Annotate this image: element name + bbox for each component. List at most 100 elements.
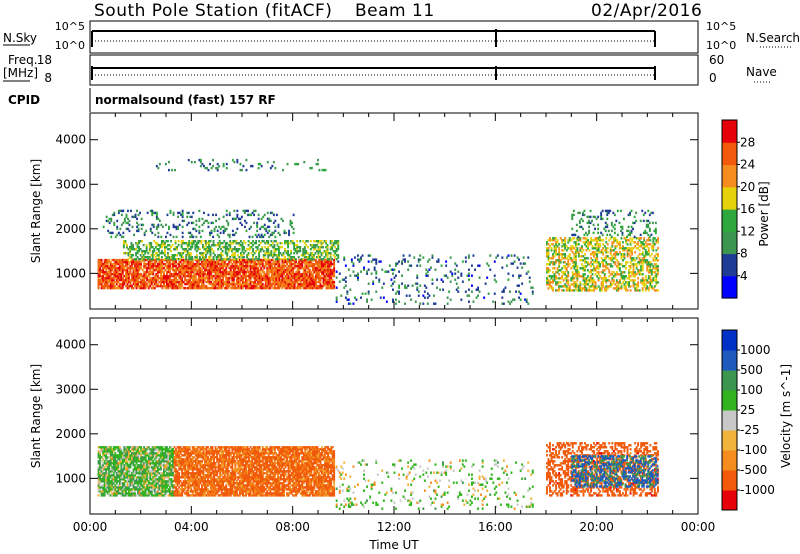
echo-cell <box>277 274 279 278</box>
echo-cell <box>207 260 209 264</box>
echo-cell <box>161 280 164 284</box>
echo-cell <box>205 266 208 270</box>
echo-cell <box>567 239 570 242</box>
echo-cell <box>312 256 315 259</box>
echo-cell <box>301 276 304 280</box>
echo-cell <box>243 268 246 272</box>
echo-cell <box>116 233 119 237</box>
echo-cell <box>122 221 125 225</box>
echo-cell <box>135 242 137 245</box>
echo-cell <box>129 270 132 274</box>
echo-cell <box>357 272 359 275</box>
echo-cell <box>115 272 118 276</box>
echo-cell <box>612 261 615 264</box>
echo-cell <box>198 217 201 221</box>
echo-cell <box>102 492 105 495</box>
echo-cell <box>565 269 568 272</box>
echo-cell <box>252 276 255 280</box>
echo-cell <box>576 265 579 268</box>
echo-cell <box>307 278 310 282</box>
echo-cell <box>181 231 184 235</box>
echo-cell <box>194 266 197 270</box>
echo-cell <box>547 251 550 254</box>
echo-cell <box>208 266 211 270</box>
echo-cell <box>310 282 313 286</box>
echo-cell <box>187 231 190 235</box>
echo-cell <box>258 272 261 276</box>
echo-cell <box>350 260 353 263</box>
echo-cell <box>315 286 317 290</box>
echo-cell <box>208 276 211 280</box>
echo-cell <box>419 264 422 267</box>
echo-cell <box>163 266 165 270</box>
echo-cell <box>366 298 368 301</box>
echo-cell <box>611 243 614 246</box>
echo-cell <box>564 253 567 256</box>
echo-cell <box>174 246 177 249</box>
echo-cell <box>611 255 614 258</box>
echo-cell <box>267 242 270 245</box>
echo-cell <box>573 285 576 288</box>
echo-cell <box>106 264 109 268</box>
echo-cell <box>100 284 103 288</box>
echo-cell <box>320 242 323 245</box>
echo-cell <box>258 258 261 261</box>
echo-cell <box>634 263 637 266</box>
echo-cell <box>393 280 396 283</box>
echo-cell <box>99 462 101 465</box>
echo-cell <box>216 282 219 286</box>
echo-cell <box>188 244 191 247</box>
echo-cell <box>188 248 191 251</box>
echo-cell <box>163 262 165 266</box>
echo-cell <box>108 278 111 282</box>
echo-cell <box>200 258 203 261</box>
echo-cell <box>137 276 139 280</box>
echo-cell <box>311 264 314 268</box>
echo-cell <box>111 286 114 290</box>
echo-cell <box>622 255 624 258</box>
echo-cell <box>564 285 567 288</box>
echo-cell <box>197 248 200 251</box>
echo-cell <box>172 272 174 276</box>
echo-cell <box>600 285 603 288</box>
echo-cell <box>296 250 299 253</box>
echo-cell <box>464 256 467 259</box>
echo-cell <box>277 276 279 280</box>
echo-cell <box>100 466 103 469</box>
echo-cell <box>149 229 152 233</box>
echo-cell <box>196 262 199 266</box>
echo-cell <box>290 260 293 264</box>
echo-cell <box>261 268 264 272</box>
echo-cell <box>193 160 196 164</box>
echo-cell <box>331 282 334 286</box>
echo-cell <box>296 266 299 270</box>
echo-cell <box>328 276 331 280</box>
echo-cell <box>239 260 241 264</box>
echo-cell <box>478 290 481 293</box>
echo-cell <box>170 240 172 243</box>
echo-cell <box>567 241 570 244</box>
echo-cell <box>179 270 182 274</box>
echo-cell <box>266 280 269 284</box>
echo-cell <box>591 259 594 262</box>
echo-cell <box>305 266 308 270</box>
echo-cell <box>346 292 349 295</box>
y-tick-label: 4000 <box>55 133 86 147</box>
echo-cell <box>100 268 103 272</box>
echo-cell <box>324 280 326 284</box>
echo-cell <box>179 284 182 288</box>
echo-cell <box>100 474 103 477</box>
echo-cell <box>155 282 158 286</box>
echo-cell <box>217 242 220 245</box>
echo-cell <box>325 270 328 274</box>
echo-cell <box>239 276 241 280</box>
echo-cell <box>112 282 115 286</box>
echo-cell <box>294 244 297 247</box>
echo-cell <box>628 265 630 268</box>
echo-cell <box>236 227 239 231</box>
echo-cell <box>286 280 288 284</box>
echo-cell <box>178 262 181 266</box>
echo-cell <box>172 286 174 290</box>
echo-cell <box>135 274 138 278</box>
echo-cell <box>130 254 133 257</box>
